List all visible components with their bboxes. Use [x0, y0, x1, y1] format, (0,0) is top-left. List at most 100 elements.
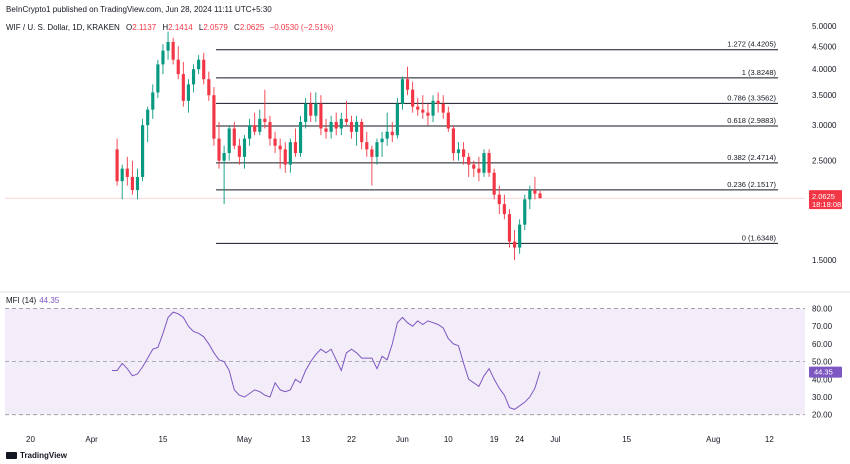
candle-body — [242, 138, 247, 157]
candle — [197, 55, 201, 75]
candle — [181, 62, 185, 107]
candle — [421, 95, 425, 119]
candle-body — [533, 190, 537, 194]
candle — [507, 209, 512, 248]
candle-body — [207, 79, 211, 96]
candle-body — [538, 193, 542, 199]
mfi-tick-label: 30.00 — [812, 393, 833, 402]
price-badge — [809, 190, 842, 210]
symbol-name: WIF / U. S. Dollar, 1D, KRAKEN — [6, 23, 120, 32]
candle-body — [314, 103, 318, 116]
candle — [258, 109, 262, 136]
candle-body — [191, 69, 196, 85]
date-tick-label: Jul — [550, 435, 560, 444]
candle — [334, 112, 338, 136]
price-badge-value: 2.0625 — [812, 192, 835, 201]
mfi-pane — [5, 308, 805, 416]
candle — [380, 131, 384, 157]
tradingview-logo[interactable]: TradingView — [6, 451, 67, 460]
candle — [253, 112, 257, 136]
candle — [288, 138, 292, 173]
date-tick-label: 15 — [622, 435, 631, 444]
candle — [456, 142, 461, 161]
candle — [411, 81, 415, 113]
price-tick-label: 1.5000 — [812, 256, 837, 265]
candle — [533, 176, 537, 200]
candle-body — [426, 112, 430, 116]
candle-body — [472, 164, 476, 169]
candle-body — [456, 149, 461, 154]
candle — [293, 128, 298, 157]
candle-body — [248, 125, 252, 139]
candle-body — [385, 131, 389, 139]
candle — [462, 142, 466, 165]
candle-body — [319, 103, 323, 129]
low-label: L — [198, 23, 204, 32]
candle — [502, 194, 506, 220]
price-tick-label: 2.5000 — [812, 157, 837, 166]
high-value: 2.1414 — [168, 23, 193, 32]
candle — [166, 31, 170, 60]
candle-body — [222, 153, 226, 161]
candle-body — [263, 118, 267, 122]
candle-body — [217, 138, 221, 161]
candle-body — [487, 153, 491, 173]
candle-body — [523, 199, 527, 225]
candle — [141, 118, 145, 182]
candle-body — [186, 84, 191, 101]
candle — [273, 131, 277, 154]
candle-body — [258, 118, 262, 132]
candle-body — [441, 103, 445, 113]
candle-body — [135, 176, 140, 191]
date-tick-label: Apr — [85, 435, 98, 444]
candle-body — [380, 138, 384, 143]
candle-body — [370, 149, 374, 157]
candle-body — [293, 142, 298, 154]
candle-body — [161, 50, 165, 65]
candle — [375, 138, 379, 165]
candle — [487, 149, 491, 177]
candle-body — [176, 59, 180, 75]
candle-body — [339, 118, 343, 129]
mfi-badge-value: 44.35 — [814, 368, 833, 377]
candle-body — [273, 138, 277, 146]
candle — [186, 79, 191, 113]
candle — [304, 97, 308, 129]
candle-body — [512, 241, 517, 248]
mfi-legend: MFI (14) 44.35 — [6, 296, 59, 305]
candle — [497, 185, 501, 215]
candle — [492, 168, 496, 200]
fib-level-label: 0.236 (2.1517) — [727, 180, 776, 189]
date-tick-label: 13 — [301, 435, 310, 444]
candle — [431, 95, 435, 122]
fib-level-label: 0.618 (2.9883) — [727, 116, 776, 125]
candle — [191, 64, 196, 93]
candle-body — [395, 103, 399, 136]
date-tick-label: 10 — [444, 435, 453, 444]
price-pane: 1.272 (4.4205) 1 (3.8248) 0.786 (3.3562) 0.… — [5, 31, 805, 261]
candle-body — [181, 74, 185, 101]
candle — [446, 106, 450, 132]
price-tick-label: 3.5000 — [812, 91, 837, 100]
candle-body — [365, 142, 369, 150]
candle-body — [120, 168, 124, 182]
candle — [436, 92, 440, 113]
candle — [538, 190, 542, 199]
candle-body — [360, 121, 364, 143]
candle-body — [304, 103, 308, 122]
tradingview-logo-icon — [6, 452, 17, 459]
candle-body — [141, 125, 145, 177]
mfi-tick-label: 50.00 — [812, 358, 833, 367]
candle — [314, 92, 318, 122]
candle — [523, 194, 527, 231]
candle — [283, 142, 287, 173]
candle — [156, 59, 160, 98]
close-label: C — [234, 23, 240, 32]
candle — [390, 121, 394, 143]
candle — [309, 92, 313, 122]
open-value: 2.1137 — [132, 23, 157, 32]
candle-body — [528, 190, 532, 200]
candle-body — [227, 128, 231, 154]
candle — [344, 100, 348, 126]
